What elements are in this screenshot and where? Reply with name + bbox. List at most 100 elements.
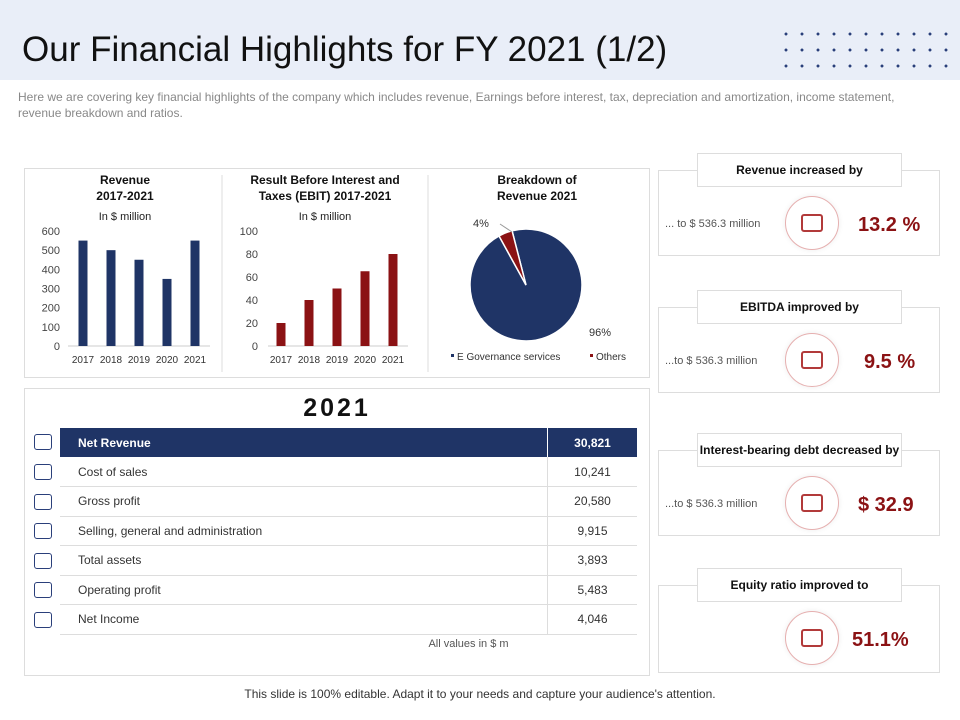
bar-2019: [134, 259, 144, 346]
table-row: Net Income 4,046: [60, 604, 637, 635]
row-value: 10,241: [546, 457, 637, 487]
bar-2020: [162, 278, 172, 346]
y-tick-label: 20: [246, 318, 258, 330]
chart-title: Result Before Interest and: [250, 173, 399, 187]
pie-label: 96%: [589, 327, 611, 339]
row-label: Operating profit: [60, 575, 548, 605]
card-icon: [785, 476, 839, 530]
finance-icon: [801, 214, 823, 232]
row-label: Net Income: [60, 604, 548, 635]
chart-title: Revenue: [100, 173, 150, 187]
card-subtext: ...to $ 536.3 million: [665, 355, 758, 367]
bar-2018: [106, 250, 116, 346]
row-value: 4,046: [546, 604, 637, 635]
bar-2017: [276, 323, 286, 346]
chart-title: Breakdown of: [497, 173, 577, 187]
card-subtext: ...to $ 536.3 million: [665, 498, 758, 510]
net-income-icon: [34, 611, 52, 628]
card-heading: Interest-bearing debt decreased by: [697, 433, 902, 467]
card-subtext: ... to $ 536.3 million: [665, 218, 761, 230]
card-value: 13.2 %: [858, 214, 921, 236]
row-value: 9,915: [546, 516, 637, 546]
bar-2020: [360, 271, 370, 346]
legend-label: Others: [596, 352, 626, 363]
x-tick-label: 2020: [156, 355, 179, 366]
row-label: Total assets: [60, 545, 548, 576]
y-tick-label: 100: [240, 226, 258, 238]
bar-2019: [332, 288, 342, 346]
table-note: All values in $ m: [428, 638, 509, 650]
card-icon: [785, 196, 839, 250]
x-tick-label: 2017: [72, 355, 95, 366]
legend-swatch: [590, 354, 593, 357]
y-tick-label: 40: [246, 295, 258, 307]
chart-subtitle: In $ million: [299, 211, 352, 223]
finance-icon: [801, 494, 823, 512]
financial-table: Net Revenue 30,821 Cost of sales 10,241 Gro…: [60, 428, 637, 635]
y-tick-label: 0: [54, 341, 60, 353]
finance-icon: [801, 351, 823, 369]
cost-icon: [34, 464, 52, 480]
row-value: 3,893: [546, 545, 637, 576]
card-heading: EBITDA improved by: [697, 290, 902, 324]
y-tick-label: 400: [42, 264, 60, 276]
assets-icon: [34, 552, 52, 569]
chart-title: Taxes (EBIT) 2017-2021: [259, 189, 392, 203]
card-icon: [785, 333, 839, 387]
legend-label: E Governance services: [457, 352, 560, 363]
y-tick-label: 300: [42, 284, 60, 296]
y-tick-label: 0: [252, 341, 258, 353]
table-row: Total assets 3,893: [60, 545, 637, 576]
chart-title: 2017-2021: [96, 189, 154, 203]
bar-2021: [388, 254, 398, 346]
gross-profit-icon: [34, 493, 52, 510]
y-tick-label: 600: [42, 226, 60, 238]
card-value: 9.5 %: [864, 351, 916, 373]
table-header-row: Net Revenue 30,821: [60, 428, 637, 457]
x-tick-label: 2018: [100, 355, 123, 366]
card-value: $ 32.9: [858, 494, 914, 516]
row-label: Cost of sales: [60, 457, 548, 487]
table-row: Cost of sales 10,241: [60, 457, 637, 487]
page-subtitle: Here we are covering key financial highl…: [18, 90, 895, 120]
table-year: 2021: [303, 394, 371, 422]
decorative-dots: [778, 26, 958, 76]
table-row: Selling, general and administration 9,915: [60, 516, 637, 546]
header-label: Net Revenue: [60, 428, 548, 457]
operating-profit-chart-icon: [34, 582, 52, 598]
y-tick-label: 100: [42, 322, 60, 334]
row-value: 5,483: [546, 575, 637, 605]
leader-line: [499, 223, 513, 233]
x-tick-label: 2017: [270, 355, 293, 366]
page-title: Our Financial Highlights for FY 2021 (1/…: [22, 30, 668, 69]
row-value: 20,580: [546, 486, 637, 517]
x-tick-label: 2019: [128, 355, 151, 366]
bar-2021: [190, 240, 200, 346]
card-heading: Equity ratio improved to: [697, 568, 902, 602]
y-tick-label: 500: [42, 245, 60, 257]
money-bag-icon: [34, 434, 52, 450]
x-tick-label: 2021: [382, 355, 405, 366]
finance-icon: [801, 629, 823, 647]
card-icon: [785, 611, 839, 665]
table-row: Gross profit 20,580: [60, 486, 637, 517]
pie-slice-others: [498, 229, 527, 286]
card-value: 51.1%: [852, 629, 909, 651]
table-row: Operating profit 5,483: [60, 575, 637, 605]
administration-icon: [34, 523, 52, 539]
footer-text: This slide is 100% editable. Adapt it to…: [244, 687, 716, 701]
header-value: 30,821: [546, 428, 637, 457]
y-tick-label: 200: [42, 303, 60, 315]
legend-swatch: [451, 354, 454, 357]
card-heading: Revenue increased by: [697, 153, 902, 187]
row-label: Selling, general and administration: [60, 516, 548, 546]
chart-title: Revenue 2021: [497, 189, 577, 203]
pie-label: 4%: [473, 218, 489, 230]
x-tick-label: 2019: [326, 355, 349, 366]
bar-2017: [78, 240, 88, 346]
x-tick-label: 2021: [184, 355, 207, 366]
x-tick-label: 2018: [298, 355, 321, 366]
y-tick-label: 80: [246, 249, 258, 261]
bar-2018: [304, 300, 314, 346]
